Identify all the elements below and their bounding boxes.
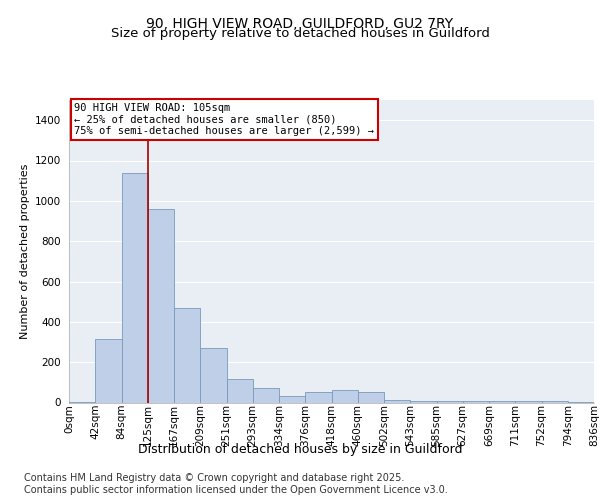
- Bar: [279, 396, 305, 402]
- Bar: [384, 400, 410, 402]
- Bar: [305, 392, 331, 402]
- Text: Size of property relative to detached houses in Guildford: Size of property relative to detached ho…: [110, 28, 490, 40]
- Bar: [331, 390, 358, 402]
- Bar: [148, 209, 174, 402]
- Bar: [121, 172, 148, 402]
- Text: 90, HIGH VIEW ROAD, GUILDFORD, GU2 7RY: 90, HIGH VIEW ROAD, GUILDFORD, GU2 7RY: [146, 18, 454, 32]
- Text: Contains HM Land Registry data © Crown copyright and database right 2025.
Contai: Contains HM Land Registry data © Crown c…: [24, 474, 448, 495]
- Y-axis label: Number of detached properties: Number of detached properties: [20, 164, 29, 339]
- Bar: [95, 339, 121, 402]
- Bar: [358, 392, 384, 402]
- Text: 90 HIGH VIEW ROAD: 105sqm
← 25% of detached houses are smaller (850)
75% of semi: 90 HIGH VIEW ROAD: 105sqm ← 25% of detac…: [74, 103, 374, 136]
- Bar: [253, 388, 279, 402]
- Bar: [174, 308, 200, 402]
- Bar: [200, 348, 227, 403]
- Text: Distribution of detached houses by size in Guildford: Distribution of detached houses by size …: [138, 442, 462, 456]
- Bar: [227, 380, 253, 402]
